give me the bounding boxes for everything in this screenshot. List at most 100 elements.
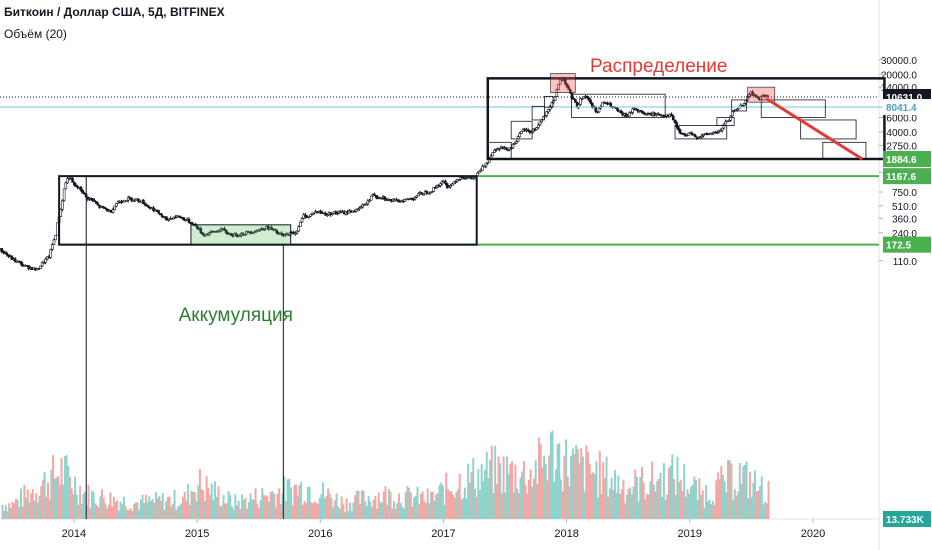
distribution-label: Распределение [590,56,727,77]
volume-bar [586,452,589,519]
volume-bar [165,501,168,519]
y-tick-label: 6000.0 [886,113,917,124]
volume-bar [455,491,458,519]
volume-bar [735,495,738,519]
candle-body [719,130,722,132]
volume-bar [4,505,7,519]
volume-bar [149,500,152,519]
candle-body [479,169,483,172]
volume-bar [362,490,365,519]
volume-bar [333,500,336,519]
volume-bar [765,503,768,519]
volume-bar [263,494,266,519]
consolidation-box [544,96,554,108]
candle-body [440,181,444,185]
candle-body [18,261,22,264]
volume-bar [391,508,394,519]
volume-bar [443,505,446,519]
volume-bar [748,471,751,519]
candle-body [152,207,155,212]
candle-body [319,210,322,213]
candle-body [147,205,150,208]
volume-bar [411,506,414,519]
volume-bar [136,502,139,519]
y-tick-label: 20000.0 [881,70,918,81]
candle-body [93,199,96,202]
volume-bar [224,503,227,519]
candle-body [439,183,442,186]
volume-bar [193,492,196,519]
volume-bar [254,488,257,519]
candle-body [766,95,770,98]
y-tick-label: 2750.0 [886,141,917,152]
volume-bar [460,499,463,519]
volume-bar [667,468,670,519]
candle-body [218,230,221,233]
candle-body [557,83,560,91]
candle-body [491,152,495,157]
volume-bar [14,498,17,519]
candle-body [587,97,591,101]
volume-bar [610,477,613,519]
volume-bar [689,486,692,519]
volume-bar [276,493,279,519]
candle-body [449,185,452,188]
candle-body [224,229,228,233]
volume-bar [619,494,622,519]
x-tick-label: 2020 [801,528,825,540]
price-candles [0,76,770,272]
volume-bar [742,466,745,519]
volume-bar [178,505,181,519]
volume-bar [266,495,269,519]
volume-bar [532,478,535,519]
volume-indicator-label[interactable]: Объём (20) [4,27,67,41]
volume-bar [25,497,28,519]
volume-bar [423,501,426,519]
volume-bar [106,508,109,519]
volume-bar [554,469,557,519]
volume-bar [705,484,708,519]
candle-body [626,115,630,118]
candle-body [572,98,576,100]
candle-body [417,193,420,197]
volume-bar [296,495,299,519]
volume-bar [124,505,127,519]
volume-bar [678,481,681,519]
candle-body [457,179,461,181]
volume-bar [480,463,483,519]
volume-bar [257,508,260,519]
candle-body [670,114,673,117]
volume-bar [394,508,397,519]
volume-bar [185,500,188,519]
candle-body [160,214,164,217]
volume-bar [239,508,242,519]
volume-bar [760,476,763,519]
volume-bar [198,468,201,519]
candle-body [263,228,267,230]
volume-bar [387,489,390,519]
volume-bar [350,511,353,519]
volume-bar [389,491,392,519]
volume-bar [629,487,632,519]
volume-bar [500,493,503,519]
candle-body [567,86,570,90]
volume-bar [499,463,502,519]
volume-bar [598,451,601,519]
candle-body [182,217,186,221]
volume-bar [477,469,480,519]
volume-bar [138,509,141,519]
candle-body [513,143,516,145]
volume-bar [430,491,433,519]
volume-bar [720,466,723,519]
volume-bar [738,463,741,519]
candle-body [74,184,78,187]
volume-bar [90,490,93,519]
candle-body [736,108,739,111]
volume-bar [284,501,287,519]
volume-bar [546,480,549,519]
candle-body [579,98,582,105]
volume-bar [122,496,125,519]
volume-bar [203,500,206,519]
candle-body [675,122,678,127]
